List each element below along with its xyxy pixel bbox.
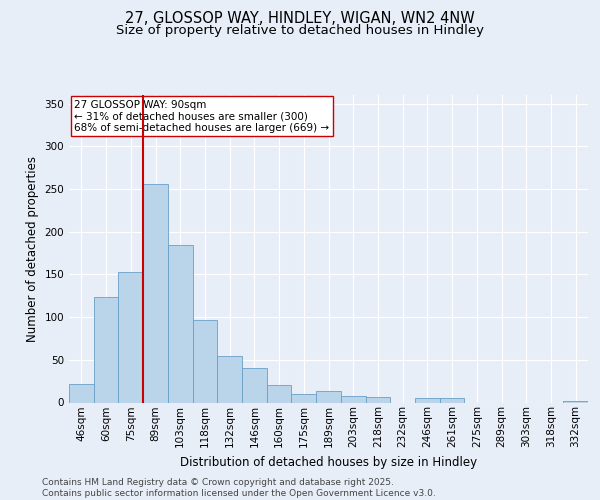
Bar [316, 392, 341, 402]
Bar [563, 401, 588, 402]
Bar [168, 246, 193, 402]
Bar [118, 272, 143, 402]
Bar [193, 320, 217, 402]
Y-axis label: Number of detached properties: Number of detached properties [26, 156, 39, 342]
Bar [242, 368, 267, 402]
X-axis label: Distribution of detached houses by size in Hindley: Distribution of detached houses by size … [180, 456, 477, 468]
Bar [440, 398, 464, 402]
Bar [292, 394, 316, 402]
Bar [69, 384, 94, 402]
Bar [365, 398, 390, 402]
Text: 27 GLOSSOP WAY: 90sqm
← 31% of detached houses are smaller (300)
68% of semi-det: 27 GLOSSOP WAY: 90sqm ← 31% of detached … [74, 100, 329, 133]
Bar [267, 384, 292, 402]
Bar [217, 356, 242, 403]
Bar [415, 398, 440, 402]
Bar [94, 296, 118, 403]
Text: 27, GLOSSOP WAY, HINDLEY, WIGAN, WN2 4NW: 27, GLOSSOP WAY, HINDLEY, WIGAN, WN2 4NW [125, 11, 475, 26]
Text: Contains HM Land Registry data © Crown copyright and database right 2025.
Contai: Contains HM Land Registry data © Crown c… [42, 478, 436, 498]
Bar [143, 184, 168, 402]
Text: Size of property relative to detached houses in Hindley: Size of property relative to detached ho… [116, 24, 484, 37]
Bar [341, 396, 365, 402]
